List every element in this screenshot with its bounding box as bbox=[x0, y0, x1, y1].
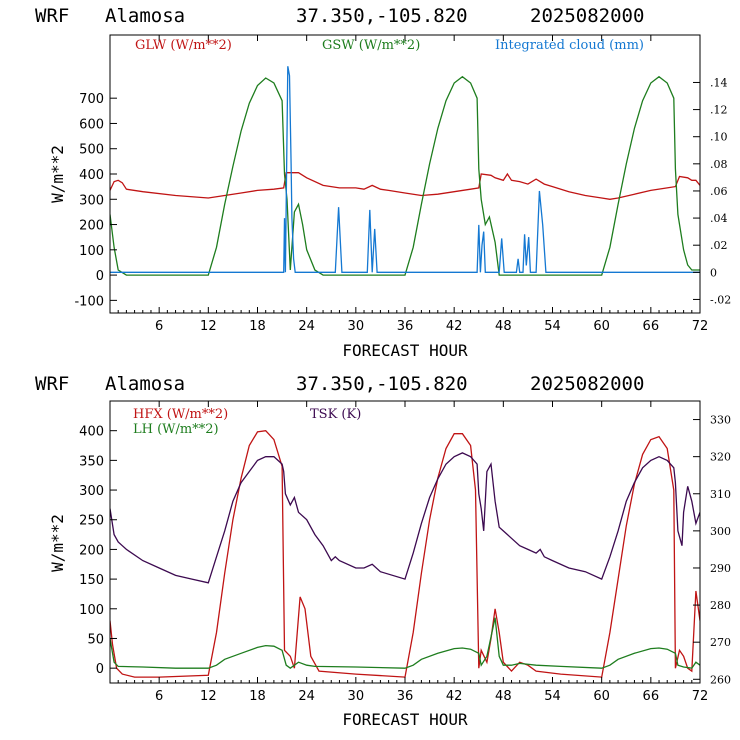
x-tick-label: 36 bbox=[397, 319, 414, 334]
panel-2-header: WRF Alamosa 37.350,-105.820 2025082000 bbox=[35, 373, 644, 395]
y2-tick-label: 0 bbox=[710, 266, 717, 279]
x-tick-label: 60 bbox=[593, 689, 610, 704]
coords-label: 37.350,-105.820 bbox=[296, 373, 468, 395]
y-tick-label: 150 bbox=[79, 573, 104, 588]
x-tick-label: 72 bbox=[692, 319, 709, 334]
x-tick-label: 24 bbox=[298, 319, 315, 334]
y-tick-label: 100 bbox=[79, 603, 104, 618]
plot-frame bbox=[109, 34, 701, 314]
y2-tick-label: 280 bbox=[710, 599, 731, 612]
y-tick-label: 700 bbox=[79, 92, 104, 107]
init-time-label: 2025082000 bbox=[530, 373, 644, 395]
legend-entry: HFX (W/m**2) bbox=[133, 407, 228, 422]
y-tick-label: 500 bbox=[79, 143, 104, 158]
x-tick-label: 72 bbox=[692, 689, 709, 704]
y-axis-label: W/m**2 bbox=[48, 514, 67, 572]
legend-entry: TSK (K) bbox=[310, 407, 361, 422]
x-tick-label: 66 bbox=[643, 689, 660, 704]
y-axis-label: W/m**2 bbox=[48, 145, 67, 203]
x-tick-label: 48 bbox=[495, 319, 512, 334]
station-label: Alamosa bbox=[105, 5, 185, 27]
y2-tick-label: .06 bbox=[710, 185, 728, 198]
x-axis-label: FORECAST HOUR bbox=[342, 341, 468, 360]
panel-1-header: WRF Alamosa 37.350,-105.820 2025082000 bbox=[35, 5, 644, 27]
y-tick-label: 200 bbox=[79, 543, 104, 558]
legend-entry: Integrated cloud (mm) bbox=[495, 38, 644, 53]
x-tick-label: 6 bbox=[155, 689, 163, 704]
x-tick-label: 30 bbox=[348, 689, 365, 704]
x-tick-label: 54 bbox=[544, 689, 561, 704]
series-line-gsw bbox=[110, 75, 700, 276]
series-line-lh bbox=[110, 617, 700, 670]
plot-frame bbox=[109, 400, 701, 684]
coords-label: 37.350,-105.820 bbox=[296, 5, 468, 27]
y2-tick-label: 300 bbox=[710, 525, 731, 538]
init-time-label: 2025082000 bbox=[530, 5, 644, 27]
x-tick-label: 36 bbox=[397, 689, 414, 704]
x-tick-label: 6 bbox=[155, 319, 163, 334]
y-tick-label: 300 bbox=[79, 193, 104, 208]
x-tick-label: 48 bbox=[495, 689, 512, 704]
x-tick-label: 24 bbox=[298, 689, 315, 704]
x-tick-label: 42 bbox=[446, 689, 463, 704]
y-tick-label: 200 bbox=[79, 219, 104, 234]
y2-tick-label: .02 bbox=[710, 239, 728, 252]
y-tick-label: 50 bbox=[87, 632, 104, 647]
x-tick-label: 60 bbox=[593, 319, 610, 334]
x-tick-label: 54 bbox=[544, 319, 561, 334]
y2-tick-label: .04 bbox=[710, 212, 728, 225]
series-line-integrated bbox=[110, 66, 700, 273]
x-tick-label: 42 bbox=[446, 319, 463, 334]
x-axis-label: FORECAST HOUR bbox=[342, 710, 468, 729]
series-line-glw bbox=[110, 172, 700, 200]
model-label: WRF bbox=[35, 373, 69, 395]
x-tick-label: 18 bbox=[249, 319, 266, 334]
series-line-hfx bbox=[110, 430, 700, 678]
y-tick-label: 0 bbox=[96, 269, 104, 284]
x-tick-label: 12 bbox=[200, 689, 217, 704]
panel-surface-flux: 6 12 18 24 30 36 42 48 54 60 66 72 0 50 100 150 200 250 30… bbox=[48, 400, 731, 729]
y2-tick-label: 290 bbox=[710, 562, 731, 575]
y2-tick-label: .12 bbox=[710, 104, 728, 117]
series-line-tsk bbox=[110, 452, 700, 584]
station-label: Alamosa bbox=[105, 373, 185, 395]
y-tick-label: 250 bbox=[79, 514, 104, 529]
legend-entry: LH (W/m**2) bbox=[133, 422, 219, 437]
y2-tick-label: .14 bbox=[710, 76, 728, 89]
y2-tick-label: 320 bbox=[710, 451, 731, 464]
y-tick-label: -100 bbox=[74, 294, 104, 309]
y2-tick-label: .10 bbox=[710, 131, 728, 144]
x-tick-label: 66 bbox=[643, 319, 660, 334]
panel-radiation: 6 12 18 24 30 36 42 48 54 60 66 72 -100 0 100 200 300 400… bbox=[48, 34, 731, 360]
y-tick-label: 350 bbox=[79, 454, 104, 469]
legend-entry: GLW (W/m**2) bbox=[135, 38, 232, 53]
y2-tick-label: -.02 bbox=[710, 293, 731, 306]
x-tick-label: 18 bbox=[249, 689, 266, 704]
y2-tick-label: .08 bbox=[710, 158, 728, 171]
y-tick-label: 600 bbox=[79, 117, 104, 132]
x-tick-label: 30 bbox=[348, 319, 365, 334]
x-tick-label: 12 bbox=[200, 319, 217, 334]
y2-tick-label: 330 bbox=[710, 414, 731, 427]
model-label: WRF bbox=[35, 5, 69, 27]
y-tick-label: 400 bbox=[79, 425, 104, 440]
y-tick-label: 100 bbox=[79, 244, 104, 259]
y-tick-label: 0 bbox=[96, 662, 104, 677]
y2-tick-label: 270 bbox=[710, 636, 731, 649]
y2-tick-label: 310 bbox=[710, 488, 731, 501]
y-tick-label: 400 bbox=[79, 168, 104, 183]
y-tick-label: 300 bbox=[79, 484, 104, 499]
legend-entry: GSW (W/m**2) bbox=[322, 38, 420, 53]
y2-tick-label: 260 bbox=[710, 673, 731, 686]
